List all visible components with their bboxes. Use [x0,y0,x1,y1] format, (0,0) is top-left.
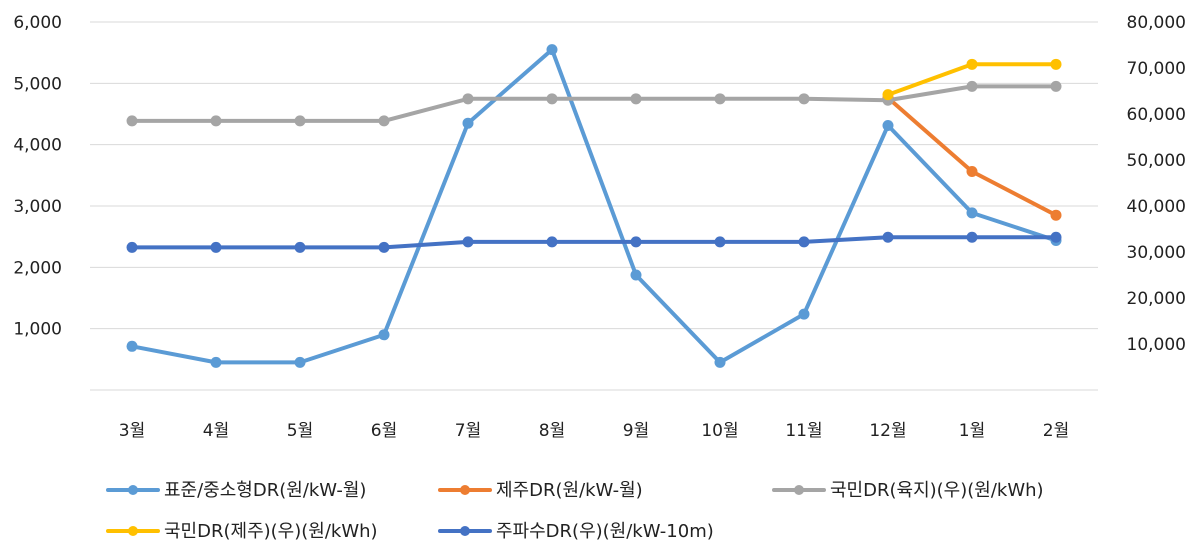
data-point [630,93,642,105]
legend-item: 표준/중소형DR(원/kW-월) [106,480,366,501]
series-line [130,47,1058,365]
data-point [630,269,642,281]
right-tick-label: 70,000 [1127,59,1186,79]
left-tick-label: 2,000 [13,258,62,278]
x-tick-label: 10월 [701,421,738,441]
right-tick-label: 60,000 [1127,105,1186,125]
data-point [1050,80,1062,92]
right-tick-label: 20,000 [1127,289,1186,309]
data-point [462,117,474,129]
x-tick-label: 7월 [455,421,481,441]
data-point [294,115,306,127]
data-point [1050,58,1062,70]
series-line [886,95,1058,218]
series-line [130,84,1058,123]
data-point [294,241,306,253]
legend-item: 국민DR(육지)(우)(원/kWh) [772,480,1044,501]
right-axis-ticks: 10,000 20,000 30,000 40,000 50,000 60,000 70,0… [1127,13,1186,355]
legend-swatch-marker [460,485,470,495]
data-point [882,89,894,101]
left-tick-label: 4,000 [13,136,62,156]
right-tick-label: 50,000 [1127,151,1186,171]
x-tick-label: 3월 [119,421,145,441]
data-point [882,231,894,243]
x-tick-label: 4월 [203,421,229,441]
data-point [714,236,726,248]
data-point [1050,231,1062,243]
left-tick-label: 6,000 [13,13,62,33]
data-point [798,236,810,248]
data-point [210,356,222,368]
data-point [210,241,222,253]
right-tick-label: 80,000 [1127,13,1186,33]
x-tick-label: 2월 [1043,421,1069,441]
data-point [966,231,978,243]
data-point [1050,209,1062,221]
legend-label: 표준/중소형DR(원/kW-월) [164,480,366,501]
data-point [378,329,390,341]
legend: 표준/중소형DR(원/kW-월) 제주DR(원/kW-월) 국민DR(육지)(우)(… [106,480,1044,542]
left-tick-label: 3,000 [13,197,62,217]
legend-item: 주파수DR(우)(원/kW-10m) [438,521,714,542]
data-point [462,236,474,248]
data-point [882,120,894,131]
legend-swatch-marker [128,485,138,495]
x-tick-label: 9월 [623,421,649,441]
left-axis-ticks: 1,000 2,000 3,000 4,000 5,000 6,000 [13,13,62,340]
data-point [798,93,810,105]
data-point [294,356,306,368]
data-point [966,80,978,92]
data-point [126,115,138,127]
x-tick-label: 5월 [287,421,313,441]
data-point [966,58,978,70]
series-markers [126,44,1062,368]
data-point [798,308,810,320]
data-point [714,356,726,368]
data-point [126,340,138,352]
data-point [126,241,138,253]
right-tick-label: 40,000 [1127,197,1186,217]
legend-swatch-marker [460,526,470,536]
data-point [714,93,726,105]
data-point [210,115,222,127]
legend-label: 제주DR(원/kW-월) [496,480,643,501]
x-tick-label: 6월 [371,421,397,441]
legend-item: 제주DR(원/kW-월) [438,480,643,501]
data-point [966,207,978,219]
data-point [630,236,642,248]
left-tick-label: 5,000 [13,74,62,94]
data-point [546,236,558,248]
legend-swatch-marker [128,526,138,536]
left-tick-label: 1,000 [13,320,62,340]
legend-label: 국민DR(제주)(우)(원/kWh) [164,521,378,542]
legend-swatch-marker [794,485,804,495]
x-axis-ticks: 3월 4월 5월 6월 7월 8월 9월 10월 11월 12월 1월 2월 [119,421,1069,441]
data-point [546,93,558,105]
data-point [966,166,978,177]
gridlines [90,21,1098,391]
x-tick-label: 1월 [959,421,985,441]
data-point [378,115,390,127]
data-point [378,241,390,253]
x-tick-label: 11월 [785,421,822,441]
data-point [546,44,558,56]
series-line [130,235,1058,250]
legend-label: 주파수DR(우)(원/kW-10m) [496,521,714,542]
x-tick-label: 12월 [869,421,906,441]
legend-item: 국민DR(제주)(우)(원/kWh) [106,521,378,542]
legend-label: 국민DR(육지)(우)(원/kWh) [830,480,1044,501]
x-tick-label: 8월 [539,421,565,441]
right-tick-label: 10,000 [1127,335,1186,355]
data-point [462,93,474,105]
right-tick-label: 30,000 [1127,243,1186,263]
